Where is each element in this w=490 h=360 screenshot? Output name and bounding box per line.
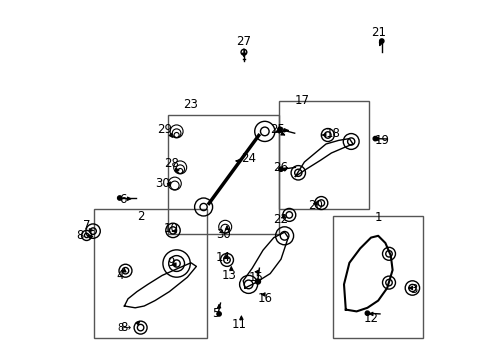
Text: 5: 5	[213, 307, 220, 320]
Text: 30: 30	[216, 228, 231, 240]
Bar	[279, 101, 369, 209]
Text: 7: 7	[83, 219, 90, 231]
Text: 11: 11	[232, 318, 247, 330]
Text: 24: 24	[241, 152, 256, 165]
Text: 22: 22	[273, 213, 288, 226]
Text: 27: 27	[236, 35, 251, 48]
Bar	[168, 115, 279, 234]
Text: 6: 6	[119, 193, 126, 206]
Circle shape	[380, 39, 384, 43]
Text: 26: 26	[273, 161, 288, 174]
Text: 1: 1	[374, 211, 382, 224]
Text: 29: 29	[158, 123, 172, 136]
Text: 16: 16	[257, 292, 272, 305]
Text: 10: 10	[164, 222, 179, 235]
Circle shape	[217, 312, 221, 316]
Circle shape	[255, 279, 261, 284]
Text: 8: 8	[121, 321, 128, 334]
Text: 19: 19	[374, 134, 389, 147]
Bar	[94, 209, 207, 338]
Text: 23: 23	[184, 98, 198, 111]
Text: 28: 28	[164, 157, 179, 170]
Text: 8→: 8→	[117, 323, 131, 333]
Circle shape	[118, 196, 122, 200]
Text: 18: 18	[326, 127, 341, 140]
Circle shape	[373, 136, 377, 141]
Text: 3: 3	[411, 283, 418, 296]
Text: 20: 20	[308, 199, 322, 212]
Circle shape	[365, 311, 369, 315]
Text: 21: 21	[371, 26, 386, 39]
Text: 15: 15	[248, 271, 263, 284]
Text: 8: 8	[76, 229, 84, 242]
Text: 25: 25	[270, 123, 285, 136]
Text: 12: 12	[364, 312, 378, 325]
Circle shape	[278, 127, 282, 131]
Text: 30: 30	[155, 177, 170, 190]
Text: 14: 14	[216, 251, 231, 264]
Text: 2: 2	[137, 210, 145, 222]
Circle shape	[279, 167, 283, 171]
Text: 9: 9	[168, 256, 175, 269]
Text: 17: 17	[295, 94, 310, 107]
Text: 4: 4	[116, 269, 123, 282]
Bar	[333, 216, 423, 338]
Text: 13: 13	[221, 269, 236, 282]
